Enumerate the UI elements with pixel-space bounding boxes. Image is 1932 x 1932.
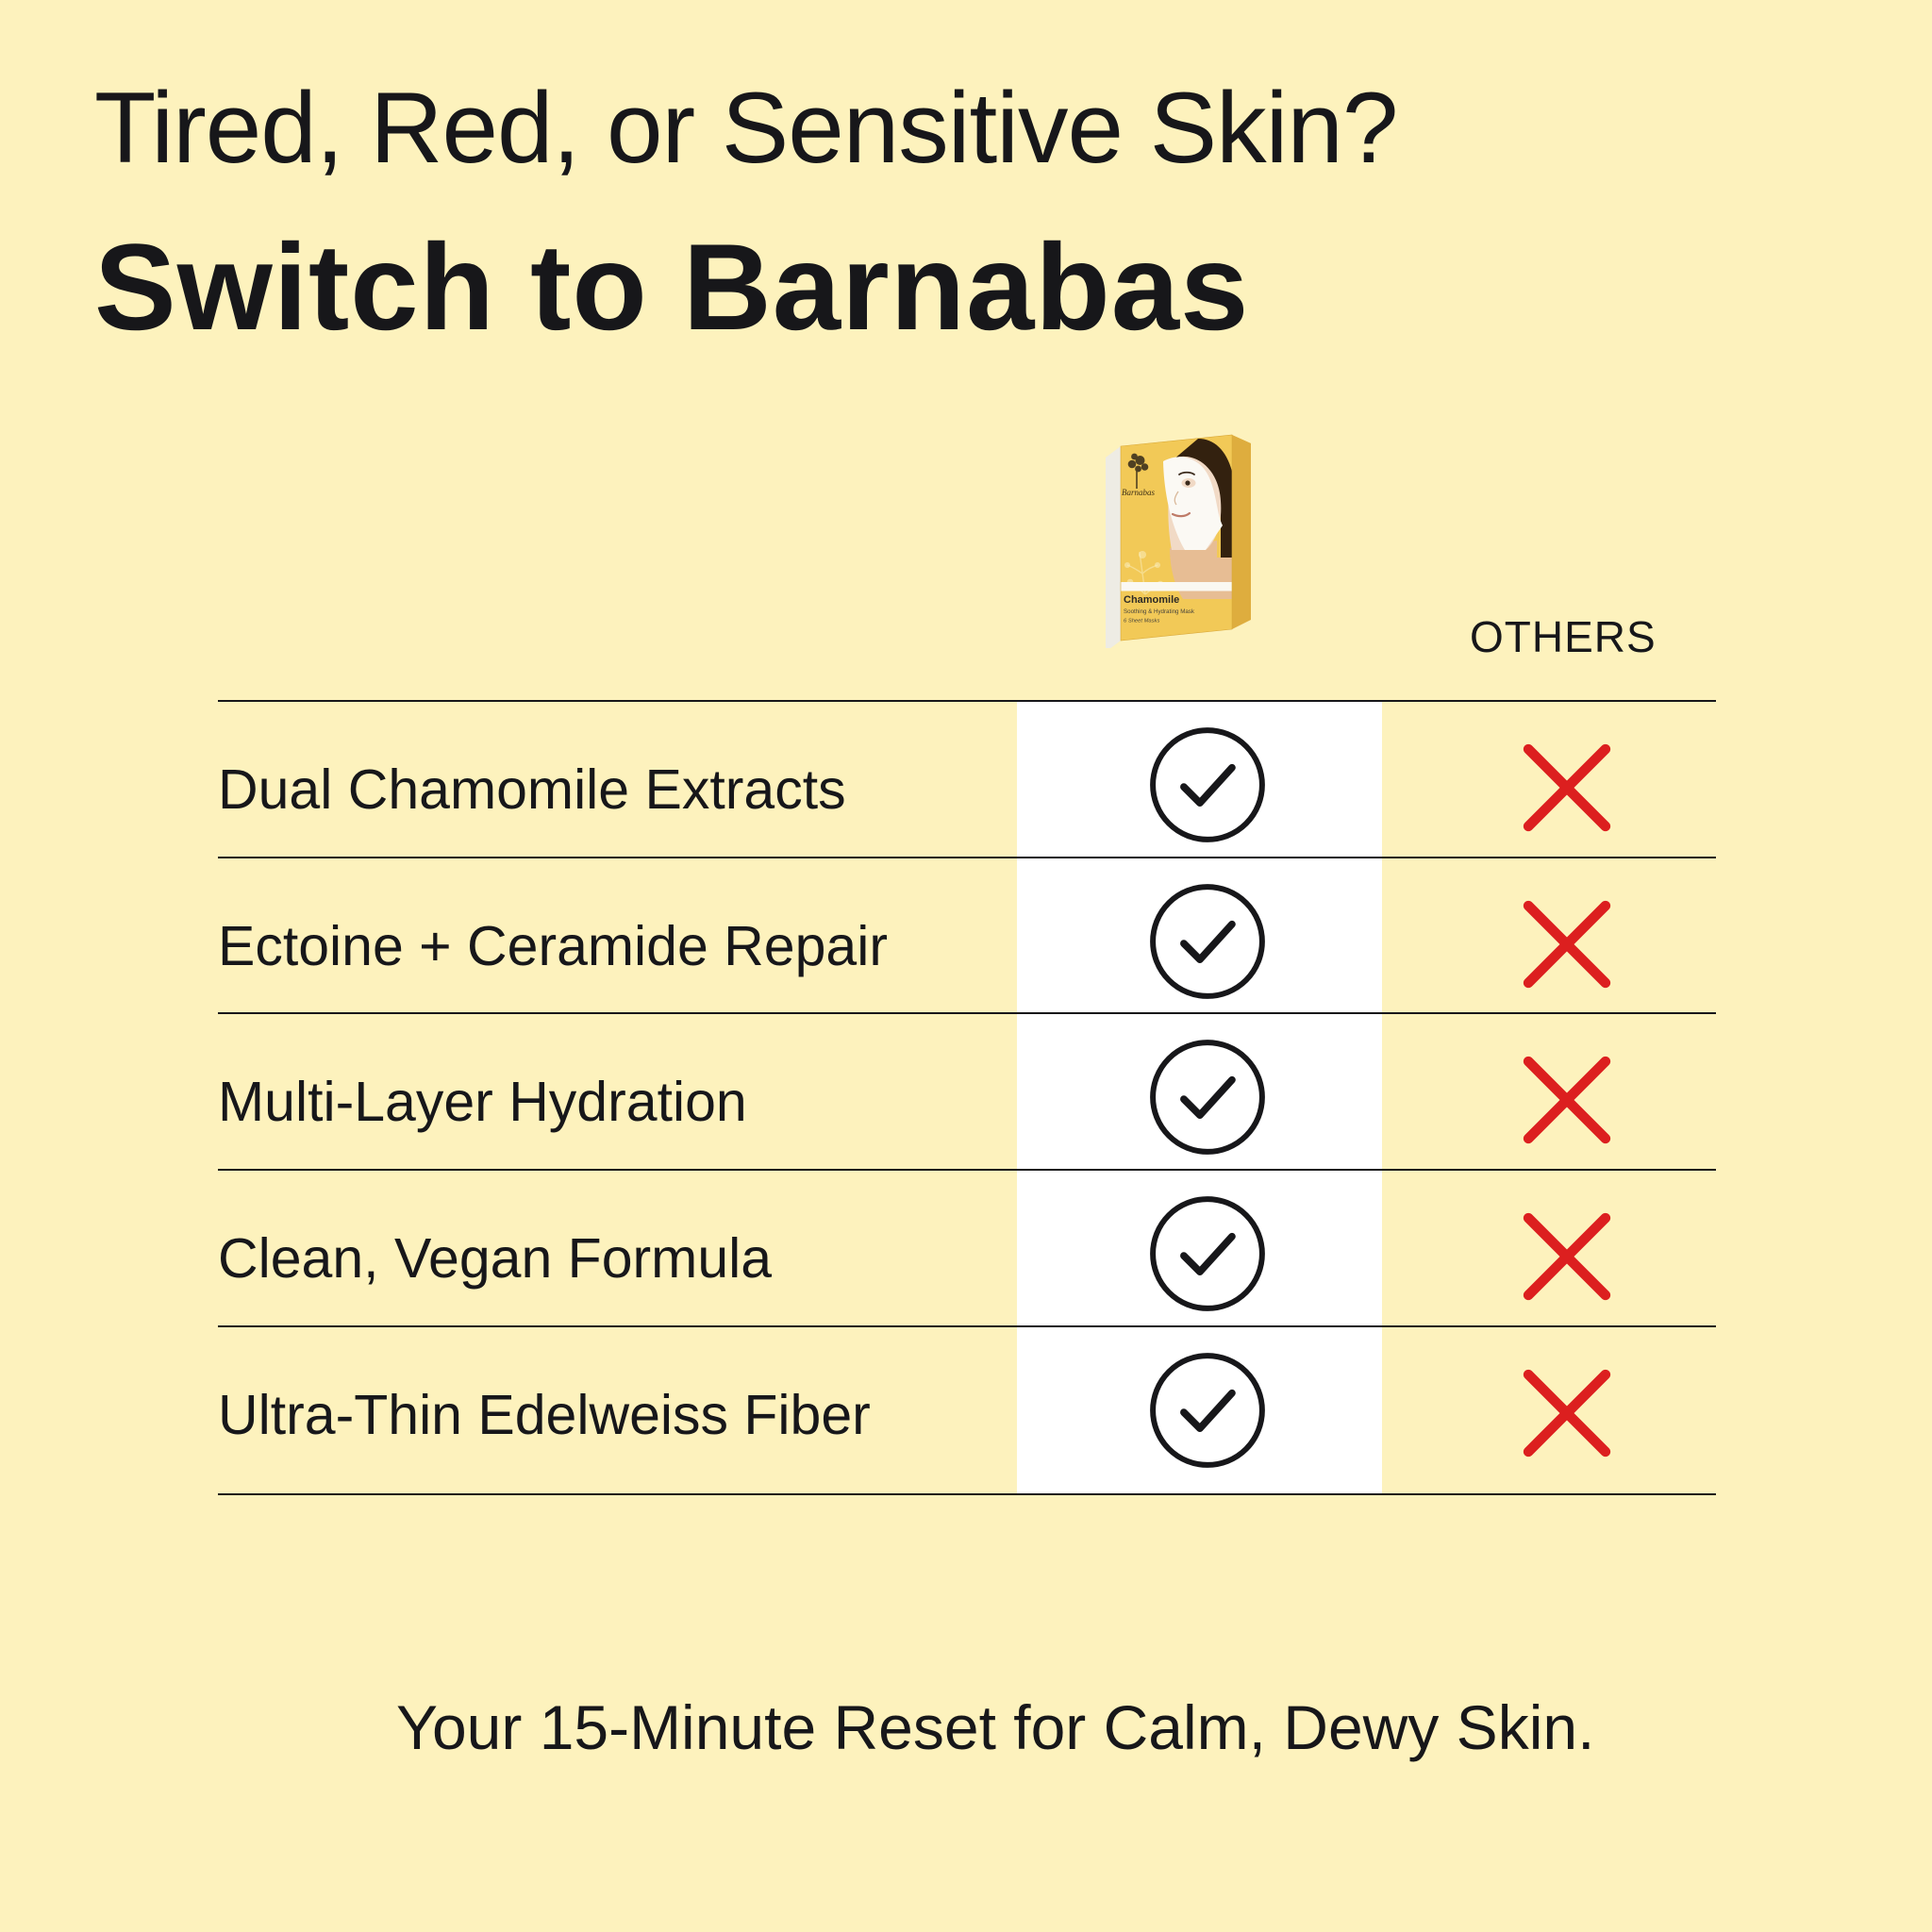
svg-text:Chamomile: Chamomile bbox=[1124, 594, 1179, 606]
svg-text:Barnabas: Barnabas bbox=[1122, 488, 1156, 497]
svg-text:6 Sheet Masks: 6 Sheet Masks bbox=[1124, 619, 1159, 625]
svg-text:Soothing & Hydrating Mask: Soothing & Hydrating Mask bbox=[1124, 608, 1195, 615]
